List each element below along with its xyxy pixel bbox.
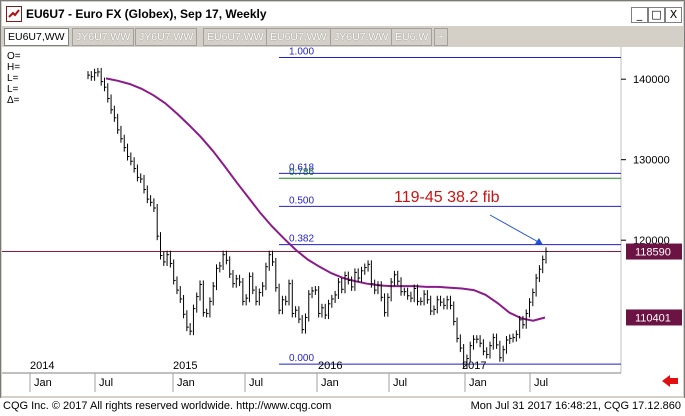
readout-open: O= [7, 51, 21, 62]
fib-label-0.500: 0.500 [289, 195, 314, 206]
fib-label-0.382: 0.382 [289, 234, 314, 245]
tab-eu6u7-ww[interactable]: EU6U7,WW [4, 28, 69, 46]
fib-label-0.618: 0.618 [289, 162, 314, 173]
last-price-badge: 118590 [626, 243, 682, 260]
window-title: EU6U7 - Euro FX (Globex), Sep 17, Weekly [26, 7, 267, 21]
tab-bar: EU6U7,WW JY6U7,WW JY6U7,WW EU6U7,WW EU6U… [2, 27, 683, 46]
x-tick-label: Jul [249, 377, 263, 389]
y-tick-label: 140000 [633, 74, 670, 86]
moving-average-layer [105, 77, 546, 322]
year-label: 2015 [173, 360, 197, 372]
timestamp-text: Mon Jul 31 2017 16:48:21, CQG 17.12.860 [470, 400, 681, 412]
close-button[interactable]: X [665, 7, 682, 23]
chart-area[interactable]: O= H= L= L= Δ= 1.000 0.786 0.618 0.500 0.382… [2, 46, 683, 396]
readout-change: Δ= [7, 95, 20, 106]
fib-label-0.786: 0.786 [289, 167, 314, 178]
status-bar: CQG Inc. © 2017 All rights reserved worl… [0, 398, 685, 416]
y-tick-label: 130000 [633, 155, 670, 167]
tab-eu6u7-ww-3[interactable]: EU6U7,WW [266, 28, 331, 46]
fib-label-1.000: 1.000 [289, 47, 314, 57]
year-label: 2017 [462, 360, 486, 372]
readout-last: L= [7, 84, 19, 95]
tab-jy6u7-ww-3[interactable]: JY6U7,WW [330, 28, 393, 46]
x-tick-label: Jan [177, 377, 195, 389]
restore-button[interactable]: □ [648, 7, 665, 23]
title-bar[interactable]: EU6U7 - Euro FX (Globex), Sep 17, Weekly… [2, 2, 683, 26]
svg-text:110401: 110401 [635, 312, 671, 324]
price-bars [87, 67, 548, 369]
x-tick-label: Jul [393, 377, 407, 389]
readout-low: L= [7, 73, 19, 84]
readout-panel: O= H= L= L= Δ= [7, 51, 21, 106]
x-tick-label: Jan [469, 377, 487, 389]
x-tick-label: Jul [99, 377, 113, 389]
fib-annotation: 119-45 38.2 fib [394, 189, 500, 206]
moving-average-line [105, 77, 546, 322]
tab-eu6u7-ww-2[interactable]: EU6U7,WW [203, 28, 268, 46]
chart-app-icon [6, 6, 22, 22]
tab-jy6u7-ww[interactable]: JY6U7,WW [72, 28, 135, 46]
fib-label-0.000: 0.000 [289, 353, 314, 364]
scroll-right-arrow-icon[interactable] [662, 375, 678, 387]
tab-jy6u7-ww-2[interactable]: JY6U7,WW [135, 28, 198, 46]
year-label: 2014 [30, 360, 54, 372]
minimize-button[interactable]: _ [631, 7, 648, 23]
copyright-text: CQG Inc. © 2017 All rights reserved worl… [3, 400, 332, 412]
readout-high: H= [7, 62, 20, 73]
x-tick-label: Jul [534, 377, 548, 389]
x-tick-label: Jan [321, 377, 339, 389]
add-tab-button[interactable]: + [434, 28, 449, 46]
moving-average-badge: 110401 [626, 309, 682, 326]
x-tick-label: Jan [34, 377, 52, 389]
year-label: 2016 [318, 360, 342, 372]
svg-text:118590: 118590 [635, 247, 671, 259]
annotation-arrow [489, 214, 543, 245]
tab-eu6-w[interactable]: EU6,W [391, 28, 433, 46]
